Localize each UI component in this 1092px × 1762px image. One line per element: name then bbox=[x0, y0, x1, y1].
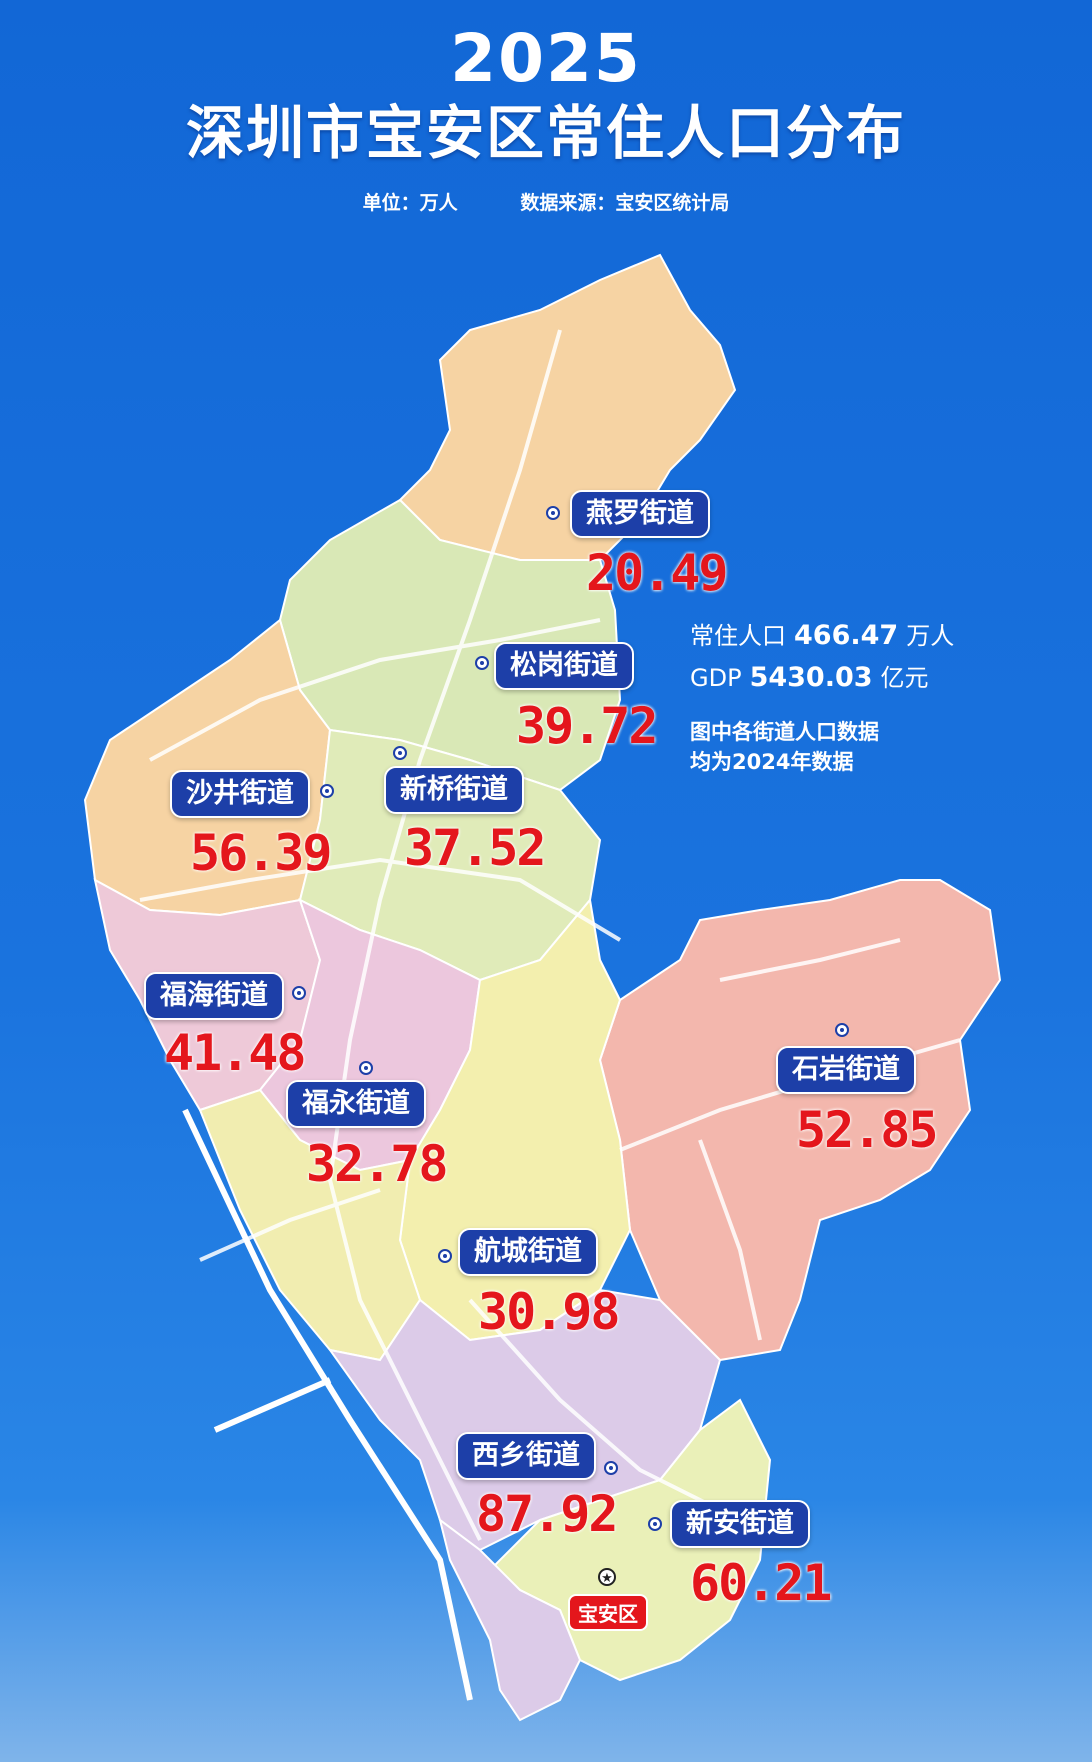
district-label-xinqiao: 新桥街道 bbox=[384, 766, 524, 814]
title-block: 2025 深圳市宝安区常住人口分布 bbox=[0, 20, 1092, 168]
gdp-unit: 亿元 bbox=[880, 664, 929, 692]
gdp-value: 5430.03 bbox=[749, 662, 873, 693]
district-label-fuhai: 福海街道 bbox=[144, 972, 284, 1020]
district-center-icon: ★ bbox=[598, 1568, 616, 1586]
region-shiyan bbox=[598, 879, 1002, 1362]
map-roads bbox=[139, 329, 961, 1541]
district-value-xinan: 60.21 bbox=[690, 1554, 833, 1612]
population-line: 常住人口 466.47 万人 bbox=[690, 615, 1020, 657]
pin-shajing bbox=[320, 784, 334, 798]
region-coast bbox=[198, 1088, 422, 1362]
pin-xixiang bbox=[604, 1461, 618, 1475]
district-value-fuhai: 41.48 bbox=[164, 1024, 307, 1082]
pin-shiyan bbox=[835, 1023, 849, 1037]
district-label-songgang: 松岗街道 bbox=[494, 642, 634, 690]
pin-hangcheng bbox=[438, 1249, 452, 1263]
pin-songgang bbox=[475, 656, 489, 670]
district-label-shajing: 沙井街道 bbox=[170, 770, 310, 818]
pin-fuyong bbox=[359, 1061, 373, 1075]
district-label-yanluo: 燕罗街道 bbox=[570, 490, 710, 538]
district-value-yanluo: 20.49 bbox=[586, 544, 729, 602]
population-label: 常住人口 bbox=[690, 622, 786, 650]
page-title: 深圳市宝安区常住人口分布 bbox=[185, 99, 906, 167]
district-value-xixiang: 87.92 bbox=[476, 1485, 619, 1543]
unit-note: 单位：万人 bbox=[362, 192, 458, 214]
note-line-1: 图中各街道人口数据 bbox=[690, 720, 879, 744]
pin-yanluo bbox=[546, 506, 560, 520]
meta-row: 单位：万人 数据来源：宝安区统计局 bbox=[0, 188, 1092, 215]
population-value: 466.47 bbox=[794, 620, 899, 651]
airport-runways bbox=[182, 1108, 473, 1701]
district-value-xinqiao: 37.52 bbox=[404, 819, 547, 877]
summary-panel: 常住人口 466.47 万人 GDP 5430.03 亿元 图中各街道人口数据 均为20… bbox=[690, 615, 1020, 777]
pin-xinqiao bbox=[393, 746, 407, 760]
district-label-fuyong: 福永街道 bbox=[286, 1080, 426, 1128]
district-label-shiyan: 石岩街道 bbox=[776, 1046, 916, 1094]
district-value-hangcheng: 30.98 bbox=[478, 1283, 621, 1341]
pin-xinan bbox=[648, 1517, 662, 1531]
district-value-songgang: 39.72 bbox=[516, 697, 659, 755]
district-value-fuyong: 32.78 bbox=[306, 1135, 449, 1193]
district-value-shajing: 56.39 bbox=[190, 824, 333, 882]
data-note: 图中各街道人口数据 均为2024年数据 bbox=[690, 717, 1020, 777]
title-year: 2025 bbox=[450, 20, 642, 97]
population-unit: 万人 bbox=[906, 622, 955, 650]
note-line-2: 均为2024年数据 bbox=[690, 750, 854, 774]
source-note: 数据来源：宝安区统计局 bbox=[520, 192, 730, 214]
district-label-hangcheng: 航城街道 bbox=[458, 1228, 598, 1276]
region-south-tip bbox=[438, 1517, 582, 1722]
gdp-line: GDP 5430.03 亿元 bbox=[690, 657, 1020, 699]
center-label: 宝安区 bbox=[568, 1594, 648, 1631]
gdp-label: GDP bbox=[690, 664, 742, 692]
district-label-xinan: 新安街道 bbox=[670, 1500, 810, 1548]
district-value-shiyan: 52.85 bbox=[796, 1101, 939, 1159]
district-label-xixiang: 西乡街道 bbox=[456, 1432, 596, 1480]
pin-fuhai bbox=[292, 986, 306, 1000]
